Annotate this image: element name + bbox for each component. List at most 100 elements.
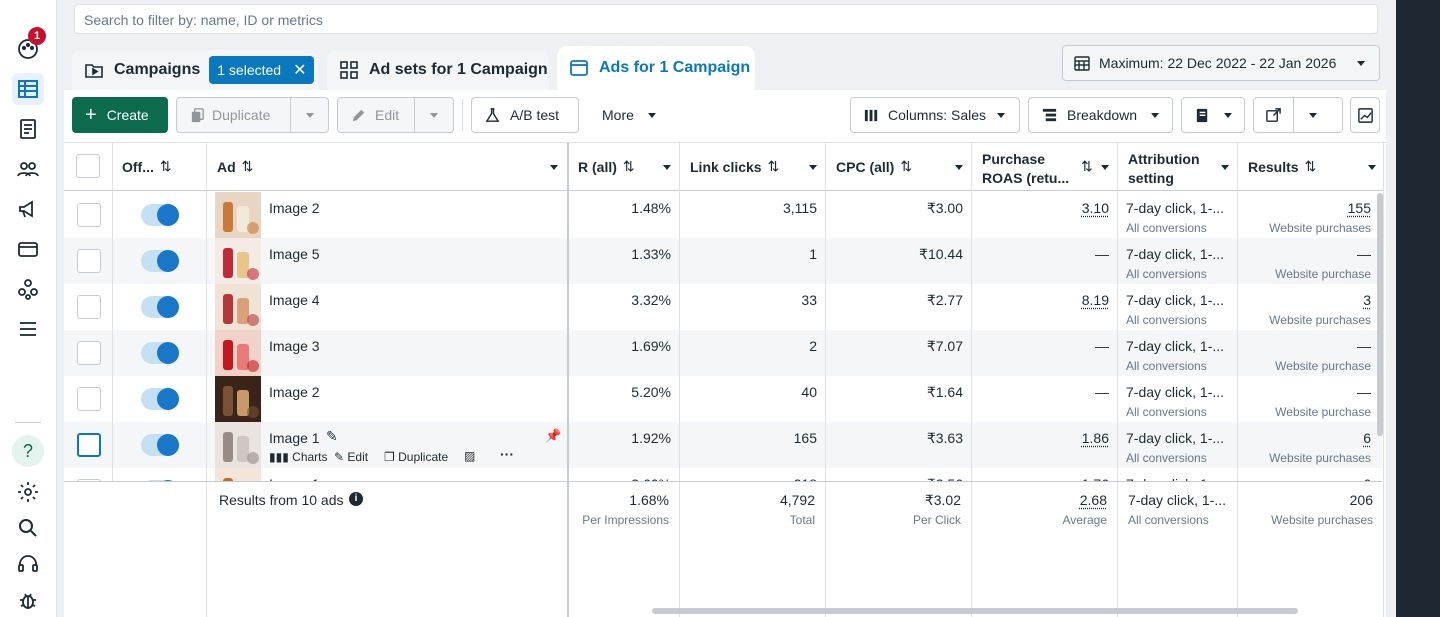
header-ctr[interactable]: R (all) ⇅ [568,143,679,191]
table-row[interactable]: Image 5 1.33% 1 ₹10.44 — 7-day click, 1-… [64,238,1382,284]
row-charts-action[interactable]: ▮▮▮ Charts [269,450,328,464]
date-range-picker[interactable]: Maximum: 22 Dec 2022 - 22 Jan 2026 [1062,45,1380,81]
clear-selection-icon[interactable]: ✕ [293,60,306,80]
header-results[interactable]: Results ⇅ [1238,143,1384,191]
select-all-checkbox[interactable] [76,154,100,178]
column-menu-icon[interactable] [663,165,671,170]
row-checkbox[interactable] [77,295,101,319]
billing-card-icon[interactable] [12,233,44,265]
settings-gear-icon[interactable] [12,476,44,508]
column-menu-icon[interactable] [1101,165,1109,170]
help-icon[interactable]: ? [12,435,44,467]
ad-thumbnail[interactable] [215,192,261,238]
table-row[interactable]: Image 4 3.32% 33 ₹2.77 8.19 7-day click,… [64,284,1382,330]
search-input[interactable]: Search to filter by: name, ID or metrics [74,4,1378,34]
table-row[interactable]: Image 2 1.48% 3,115 ₹3.00 3.10 7-day cli… [64,192,1382,238]
ad-name[interactable]: Image 5 [269,246,320,262]
more-button[interactable]: More [589,97,669,133]
tab-campaigns[interactable]: Campaigns 1 selected ✕ [72,50,318,90]
sort-icon[interactable]: ⇅ [1305,158,1317,175]
column-menu-icon[interactable] [1368,165,1376,170]
row-checkbox[interactable] [77,203,101,227]
column-menu-icon[interactable] [955,165,963,170]
vertical-scrollbar[interactable] [1377,193,1383,436]
duplicate-dropdown-icon[interactable] [306,113,314,118]
columns-label: Columns: Sales [888,107,986,123]
columns-button[interactable]: Columns: Sales [850,97,1020,133]
ad-name[interactable]: Image 4 [269,292,320,308]
ad-status-toggle[interactable] [141,434,179,456]
row-checkbox[interactable] [77,249,101,273]
ad-name[interactable]: Image 3 [269,338,320,354]
table-row[interactable]: Image 1 1.92% 165 ₹3.63 1.86 7-day click… [64,422,1382,468]
ad-status-toggle[interactable] [141,342,179,364]
column-menu-icon[interactable] [1221,165,1229,170]
table-row[interactable]: Image 2 5.20% 40 ₹1.64 — 7-day click, 1-… [64,376,1382,422]
edit-dropdown-icon[interactable] [430,113,438,118]
sort-icon[interactable]: ⇅ [1081,157,1093,176]
horizontal-scrollbar[interactable] [652,608,1298,614]
column-menu-icon[interactable] [809,165,817,170]
search-icon[interactable] [12,512,44,544]
table-row[interactable]: Image 3 1.69% 2 ₹7.07 — 7-day click, 1-.… [64,330,1382,376]
tab-ads[interactable]: Ads for 1 Campaign [557,46,755,90]
ads-manager-table-icon[interactable] [12,73,44,105]
info-icon[interactable]: i [349,492,363,506]
edit-button-group[interactable]: Edit [337,97,454,133]
row-checkbox[interactable] [77,341,101,365]
ad-status-toggle[interactable] [141,388,179,410]
business-tools-icon[interactable] [12,273,44,305]
header-cpc[interactable]: CPC (all) ⇅ [826,143,971,191]
create-button[interactable]: + Create [72,97,168,133]
cell-roas: — [1095,384,1109,400]
selected-pill[interactable]: 1 selected ✕ [209,56,314,84]
ad-name[interactable]: Image 2 [269,200,320,216]
row-trend-chart-icon[interactable]: ▨ [464,449,475,463]
ad-status-toggle[interactable] [141,250,179,272]
table-row[interactable]: Image 1 2.60% 218 ₹2.56 1.76 7-day click… [64,468,1382,481]
row-edit-action[interactable]: ✎ Edit [334,450,368,464]
reports-menu-button[interactable] [1181,97,1245,133]
ad-thumbnail[interactable] [215,284,261,330]
sort-icon[interactable]: ⇅ [242,158,254,175]
pin-icon[interactable]: 📌 [545,428,561,444]
more-options-icon[interactable]: ··· [500,446,514,462]
notifications-icon[interactable]: 1 [12,33,44,65]
ad-thumbnail[interactable] [215,330,261,376]
header-off-on[interactable]: Off... ⇅ [112,143,206,191]
ad-name[interactable]: Image 2 [269,384,320,400]
ad-status-toggle[interactable] [141,204,179,226]
header-attribution[interactable]: Attribution setting [1118,143,1237,191]
audiences-icon[interactable] [12,153,44,185]
tab-adsets[interactable]: Ad sets for 1 Campaign [327,50,549,90]
ad-thumbnail[interactable] [215,422,261,468]
ad-thumbnail[interactable] [215,238,261,284]
row-duplicate-action[interactable]: ❐ Duplicate [384,450,448,464]
sort-icon[interactable]: ⇅ [623,158,635,175]
charts-toggle-button[interactable] [1350,97,1380,133]
header-roas[interactable]: Purchase ROAS (retu... ⇅ [972,143,1117,191]
ad-thumbnail[interactable] [215,468,261,481]
export-button-group[interactable] [1253,97,1343,133]
duplicate-button-group[interactable]: Duplicate [176,97,329,133]
ad-name[interactable]: Image 1 [269,430,320,446]
reports-icon[interactable] [12,113,44,145]
bug-report-icon[interactable] [12,584,44,616]
header-link-clicks[interactable]: Link clicks ⇅ [680,143,825,191]
support-headset-icon[interactable] [12,548,44,580]
sort-icon[interactable]: ⇅ [768,158,780,175]
cell-link-clicks: 2 [809,338,817,354]
sort-icon[interactable]: ⇅ [160,158,172,175]
ad-thumbnail[interactable] [215,376,261,422]
campaign-megaphone-icon[interactable] [12,193,44,225]
ad-status-toggle[interactable] [141,296,179,318]
row-checkbox[interactable] [77,387,101,411]
rename-pencil-icon[interactable]: ✎ [326,428,338,445]
header-ad[interactable]: Ad ⇅ [207,143,567,191]
breakdown-button[interactable]: Breakdown [1028,97,1173,133]
column-menu-icon[interactable] [550,165,558,170]
row-checkbox[interactable] [77,433,101,457]
sort-icon[interactable]: ⇅ [900,158,912,175]
menu-icon[interactable] [12,313,44,345]
ab-test-button[interactable]: A/B test [471,97,579,133]
